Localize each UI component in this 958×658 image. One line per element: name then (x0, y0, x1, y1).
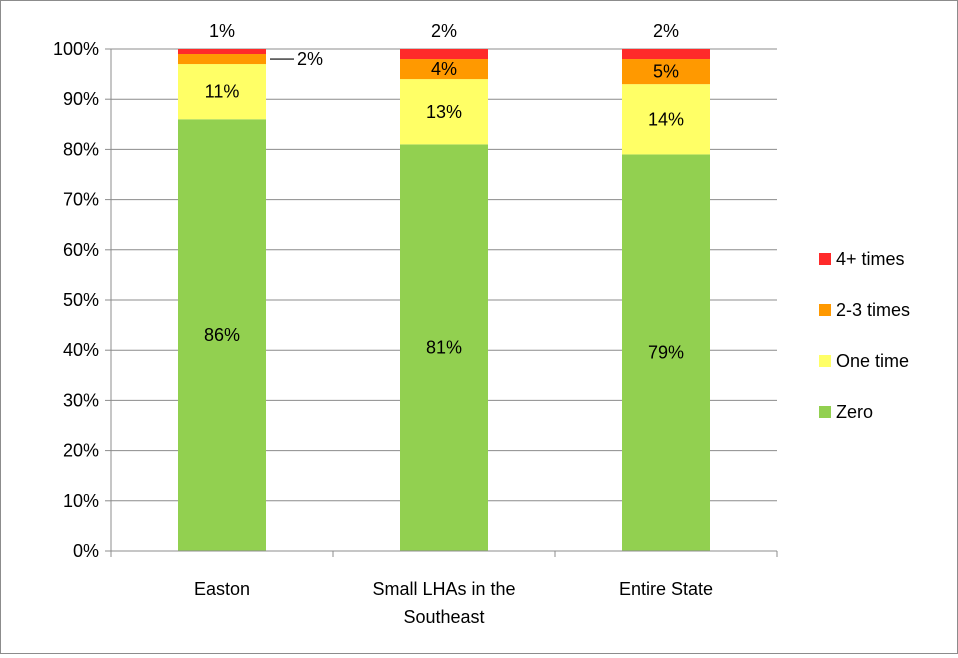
y-tick-label: 70% (63, 190, 99, 210)
legend-label: One time (836, 351, 909, 371)
legend: 4+ times 2-3 times One time Zero (819, 249, 910, 422)
data-label: 13% (426, 102, 462, 122)
y-axis-tick-labels: 0% 10% 20% 30% 40% 50% 60% 70% 80% 90% 100% (53, 39, 99, 561)
y-tick-label: 10% (63, 491, 99, 511)
bar-segment (178, 49, 266, 55)
axes (105, 48, 778, 557)
legend-swatch (819, 406, 831, 418)
bar-segment (400, 59, 488, 80)
y-tick-label: 60% (63, 240, 99, 260)
y-tick-label: 90% (63, 89, 99, 109)
x-axis-tick-labels: Easton Small LHAs in the Southeast Entire S… (194, 579, 713, 627)
bar-segment (178, 64, 266, 120)
x-tick-label: Entire State (619, 579, 713, 599)
legend-swatch (819, 355, 831, 367)
bars (178, 49, 710, 552)
y-tick-label: 50% (63, 290, 99, 310)
legend-label: 4+ times (836, 249, 905, 269)
legend-label: 2-3 times (836, 300, 910, 320)
data-label: 14% (648, 109, 684, 129)
data-label: 81% (426, 338, 462, 358)
x-tick-label: Small LHAs in the (372, 579, 515, 599)
bar-segment (622, 59, 710, 85)
data-labels: 86% 11% 2% 1% 81% 13% 4% 2% 79% 14% 5% 2% (204, 21, 684, 363)
x-tick-label: Easton (194, 579, 250, 599)
y-tick-label: 0% (73, 541, 99, 561)
bar-segment (622, 154, 710, 552)
data-label: 2% (431, 21, 457, 41)
bar-segment (178, 54, 266, 65)
y-tick-label: 40% (63, 340, 99, 360)
data-label: 4% (431, 59, 457, 79)
x-tick-label: Southeast (403, 607, 484, 627)
bar-segment (622, 49, 710, 60)
y-tick-label: 30% (63, 390, 99, 410)
data-label: 11% (205, 82, 240, 102)
legend-label: Zero (836, 402, 873, 422)
data-label: 2% (653, 21, 679, 41)
data-label: 2% (297, 49, 323, 69)
data-label: 5% (653, 62, 679, 82)
bar-segment (622, 84, 710, 155)
data-label: 1% (209, 21, 235, 41)
y-tick-label: 80% (63, 139, 99, 159)
bar-segment (178, 119, 266, 551)
bar-segment (400, 79, 488, 145)
legend-swatch (819, 253, 831, 265)
bar-segment (400, 49, 488, 60)
legend-swatch (819, 304, 831, 316)
bar-segment (400, 144, 488, 551)
y-tick-label: 20% (63, 441, 99, 461)
data-label: 79% (648, 343, 684, 363)
data-label: 86% (204, 325, 240, 345)
y-tick-label: 100% (53, 39, 99, 59)
